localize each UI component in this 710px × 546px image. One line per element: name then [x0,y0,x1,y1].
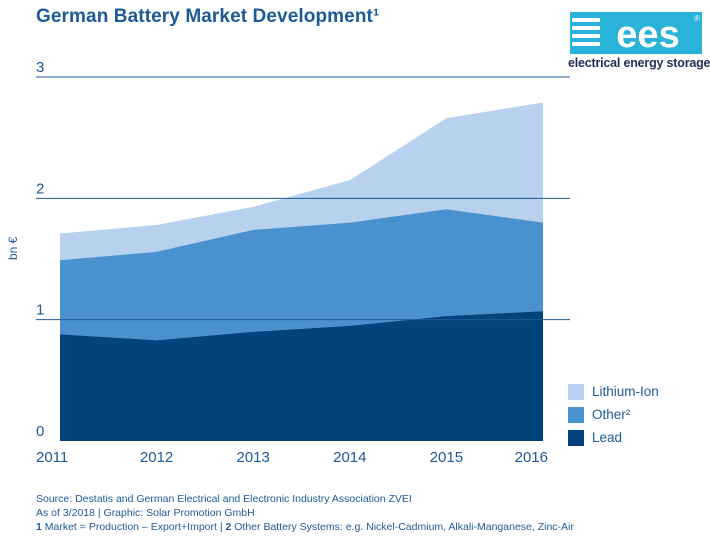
legend-label-other: Other² [592,407,631,422]
legend-item-other: Other² [568,403,659,426]
legend-swatch-lead [568,429,584,446]
legend-swatch-other [568,406,584,423]
x-tick-label: 2014 [333,449,366,466]
x-tick-label: 2015 [430,449,463,466]
legend: Lithium-Ion Other² Lead [568,380,659,449]
x-tick-label: 2012 [140,449,173,466]
y-tick-label: 3 [36,59,44,76]
x-tick-label: 2011 [36,449,68,466]
source-note: Source: Destatis and German Electrical a… [36,493,412,505]
footer: Source: Destatis and German Electrical a… [36,492,574,534]
x-tick-label: 2013 [237,449,270,466]
svg-text:ees: ees [616,14,679,56]
area-lithium-ion [60,102,543,261]
asof-note: As of 3/2018 | Graphic: Solar Promotion … [36,507,255,519]
chart-title: German Battery Market Development¹ [36,6,380,27]
ees-logo: ees ® [570,12,702,56]
legend-label-lead: Lead [592,430,623,445]
y-tick-label: 1 [36,302,44,319]
svg-text:®: ® [694,14,700,23]
legend-swatch-lithium [568,383,584,400]
legend-item-lead: Lead [568,426,659,449]
area-lead [60,311,543,441]
legend-item-lithium: Lithium-Ion [568,380,659,403]
y-tick-label: 0 [36,423,44,440]
logo-tagline: electrical energy storage [568,56,710,70]
x-tick-label: 2016 [515,449,548,466]
footnotes: 1 Market = Production – Export+Import | … [36,521,574,533]
y-tick-label: 2 [36,180,44,197]
legend-label-lithium: Lithium-Ion [592,384,659,399]
area-other [60,209,543,341]
